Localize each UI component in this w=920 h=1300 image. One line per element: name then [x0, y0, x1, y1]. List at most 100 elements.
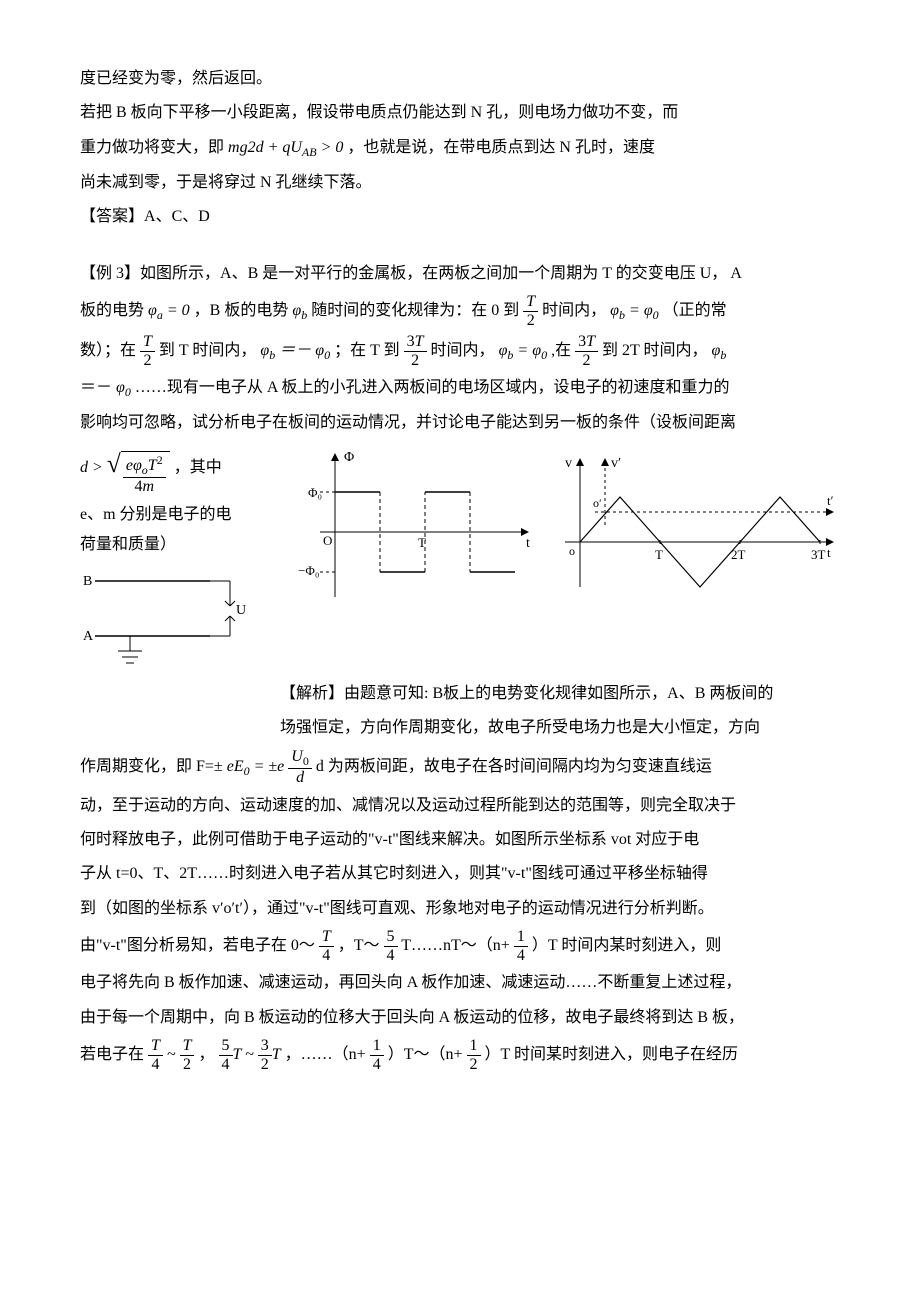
fraction: 3T2 — [575, 333, 598, 369]
vprime-axis-label: v′ — [611, 456, 621, 471]
formula: φb — [712, 342, 727, 359]
text-line: 子从 t=0、T、2T……时刻进入电子若从其它时刻进入，则其"v-t"图线可通过… — [80, 859, 840, 889]
fraction: 14 — [514, 928, 528, 964]
phi-chart: Φ t O Φ₀ −Φ₀ T — [290, 447, 535, 617]
inequality: d > √ eφoT24m ，其中 — [80, 451, 280, 496]
text: ）T 时间某时刻进入，则电子在经历 — [485, 1046, 739, 1063]
text: 如图所示，A、B 是一对平行的金属板，在两板之间加一个周期为 T 的交变电压 U… — [140, 265, 742, 282]
formula: φb = φ0 — [610, 302, 659, 319]
text: ，……（n+ — [285, 1046, 366, 1063]
origin-label: O — [323, 533, 332, 548]
text-line: 数）；在 T2 到 T 时间内， φb ＝－ φ0 ；在 T 到 3T2 时间内… — [80, 333, 840, 369]
formula: eE0 = ±e — [227, 758, 285, 775]
text-line: 板的电势 φa = 0 ，B 板的电势 φb 随时间的变化规律为：在 0 到 T… — [80, 293, 840, 329]
text-line: ＝－ φ0 ……现有一电子从 A 板上的小孔进入两板间的电场区域内，设电子的初速… — [80, 373, 840, 404]
2T-label: 2T — [731, 547, 746, 562]
left-column: d > √ eφoT24m ，其中 e、m 分别是电子的电 荷量和质量） B A — [80, 447, 280, 671]
solution-start: 【解析】由题意可知: B板上的电势变化规律如图所示，A、B 两板间的 — [280, 679, 840, 709]
text-line: 何时释放电子，此例可借助于电子运动的"v-t"图线来解决。如图所示坐标系 vot… — [80, 825, 840, 855]
text: 重力做功将变大，即 — [80, 139, 224, 156]
formula: φa = 0 — [148, 302, 190, 319]
text: d 为两板间距，故电子在各时间间隔内均为匀变速直线运 — [316, 758, 712, 775]
v-chart: v v′ t t′ o o′ T 2T 3T — [545, 447, 840, 617]
formula: φb — [292, 302, 307, 319]
text-line: 作周期变化，即 F=± eE0 = ±e U0d d 为两板间距，故电子在各时间… — [80, 748, 840, 787]
tprime-axis-label: t′ — [827, 493, 834, 508]
neg-phi0-label: −Φ₀ — [298, 563, 319, 578]
text-line: 度已经变为零，然后返回。 — [80, 64, 840, 94]
text: e、m 分别是电子的电 — [80, 500, 280, 530]
t-axis-label: t — [526, 536, 530, 551]
text-line: 电子将先向 B 板作加速、减速运动，再回头向 A 板作加速、减速运动……不断重复… — [80, 968, 840, 998]
fraction: 14 — [370, 1037, 384, 1073]
text: 数）；在 — [80, 342, 136, 359]
text: ， — [198, 1046, 214, 1063]
example-line: 【例 3】如图所示，A、B 是一对平行的金属板，在两板之间加一个周期为 T 的交… — [80, 259, 840, 289]
t-axis-label: t — [827, 545, 831, 560]
fraction: T4 — [319, 928, 334, 964]
tilde: ~ — [167, 1046, 180, 1063]
fraction: 54 — [219, 1037, 233, 1073]
v-axis-label: v — [565, 456, 572, 471]
text: ，其中 — [174, 459, 222, 476]
text: 荷量和质量） — [80, 530, 280, 560]
text-line: 影响均可忽略，试分析电子在板间的运动情况，并讨论电子能达到另一板的条件（设板间距… — [80, 408, 840, 438]
text-line: 若电子在 T4 ~ T2 ， 54T ~ 32T ，……（n+ 14 ）T～（n… — [80, 1037, 840, 1073]
plate-a-label: A — [83, 629, 94, 644]
voltage-label: U — [236, 603, 246, 618]
sqrt: √ eφoT24m — [107, 451, 170, 496]
formula: φb ＝－ φ0 — [260, 342, 330, 359]
formula: mg2d + qUAB > 0 — [228, 139, 343, 156]
text: 到 T 时间内， — [159, 342, 257, 359]
text: ，B 板的电势 — [194, 302, 289, 319]
answer-line: 【答案】A、C、D — [80, 202, 840, 232]
answer-label: 【答案】 — [80, 208, 144, 225]
fraction: 54 — [384, 928, 398, 964]
fraction: T4 — [148, 1037, 163, 1073]
text-line: 若把 B 板向下平移一小段距离，假设带电质点仍能达到 N 孔，则电场力做功不变，… — [80, 98, 840, 128]
formula: φ0 — [116, 379, 131, 396]
text: ,在 — [551, 342, 571, 359]
text-line: 重力做功将变大，即 mg2d + qUAB > 0 ，也就是说，在带电质点到达 … — [80, 133, 840, 164]
text: T……nT～（n+ — [401, 937, 510, 954]
phi-axis-label: Φ — [344, 450, 354, 465]
text: ，也就是说，在带电质点到达 N 孔时，速度 — [347, 139, 655, 156]
text: ）T～（n+ — [388, 1046, 463, 1063]
example-label: 【例 3】 — [80, 265, 140, 282]
text: 由题意可知: B板上的电势变化规律如图所示，A、B 两板间的 — [344, 685, 773, 702]
text-line: 到（如图的坐标系 v′o′t′），通过"v-t"图线可直观、形象地对电子的运动情… — [80, 894, 840, 924]
fraction: T2 — [523, 293, 538, 329]
o-label: o — [569, 544, 575, 558]
T-label: T — [418, 535, 426, 550]
plate-b-label: B — [83, 574, 92, 589]
fraction: 32 — [258, 1037, 272, 1073]
text: 作周期变化，即 F=± — [80, 758, 223, 775]
text: ；在 T 到 — [334, 342, 400, 359]
answer-value: A、C、D — [144, 208, 210, 225]
text-line: 动，至于运动的方向、运动速度的加、减情况以及运动过程所能到达的范围等，则完全取决… — [80, 791, 840, 821]
fraction: 3T2 — [404, 333, 427, 369]
T-label: T — [655, 547, 663, 562]
fraction: U0d — [288, 748, 312, 787]
text: 随时间的变化规律为：在 0 到 — [311, 302, 519, 319]
text: ，T～ — [338, 937, 380, 954]
plate-diagram: B A U — [80, 561, 250, 671]
text: ……现有一电子从 A 板上的小孔进入两板间的电场区域内，设电子的初速度和重力的 — [135, 379, 730, 396]
text-line: 由于每一个周期中，向 B 板运动的位移大于回头向 A 板运动的位移，故电子最终将… — [80, 1003, 840, 1033]
3T-label: 3T — [811, 547, 826, 562]
phi0-label: Φ₀ — [308, 485, 322, 500]
text: 到 2T 时间内， — [602, 342, 708, 359]
oprime-label: o′ — [593, 496, 602, 510]
text: （正的常 — [663, 302, 727, 319]
text: ＝－ — [80, 379, 112, 396]
text: 时间内， — [542, 302, 606, 319]
text-line: 场强恒定，方向作周期变化，故电子所受电场力也是大小恒定，方向 — [280, 713, 840, 743]
fraction: T2 — [140, 333, 155, 369]
text: 由"v-t"图分析易知，若电子在 0～ — [80, 937, 315, 954]
formula: φb = φ0 — [499, 342, 548, 359]
text-line: 尚未减到零，于是将穿过 N 孔继续下落。 — [80, 168, 840, 198]
text: 时间内， — [431, 342, 495, 359]
fraction: 12 — [467, 1037, 481, 1073]
solution-label: 【解析】 — [280, 685, 344, 702]
text: 若电子在 — [80, 1046, 144, 1063]
